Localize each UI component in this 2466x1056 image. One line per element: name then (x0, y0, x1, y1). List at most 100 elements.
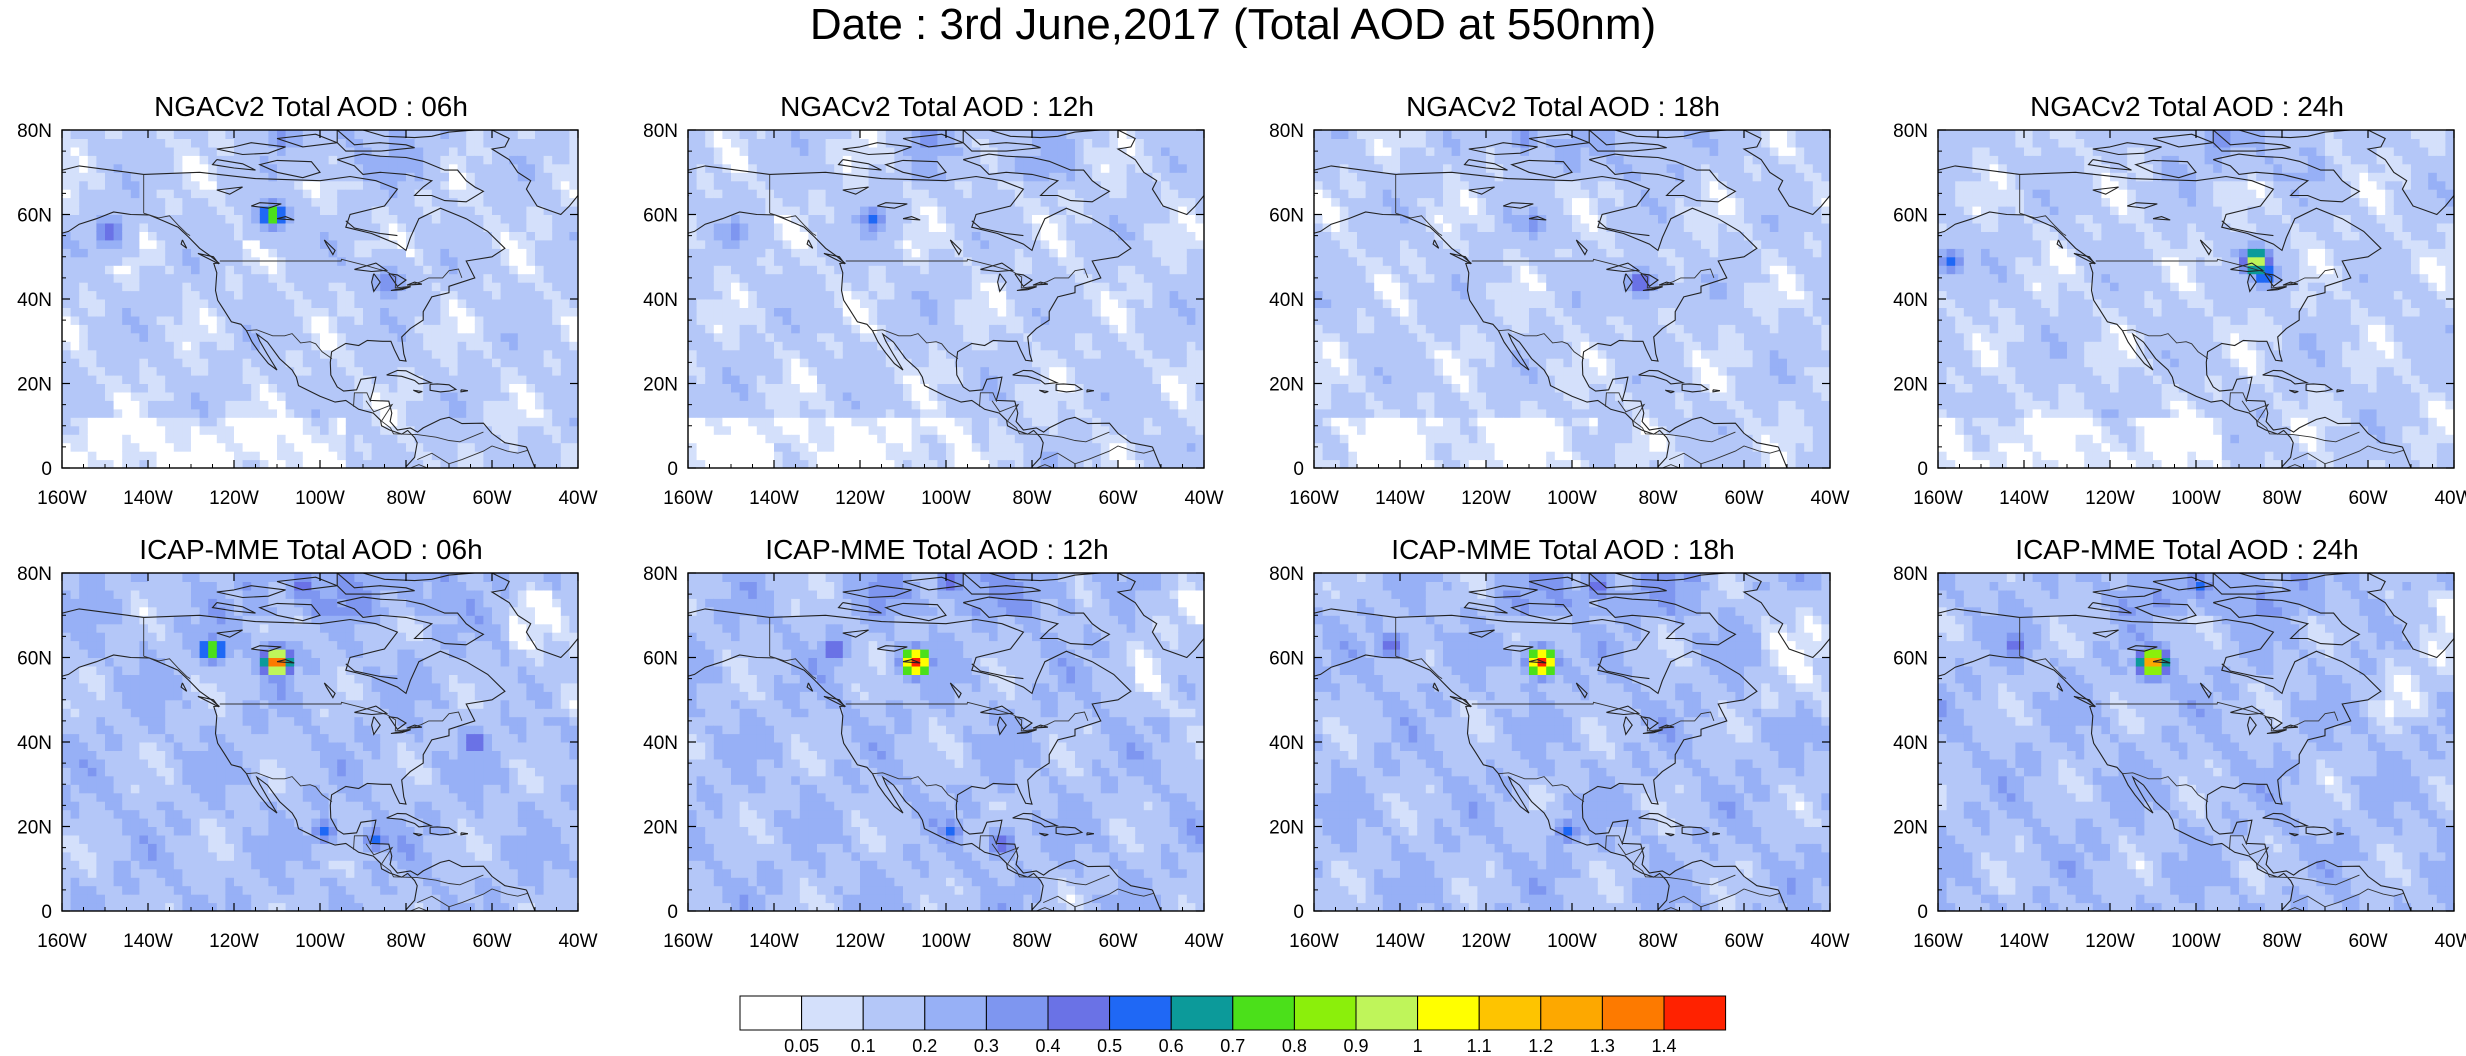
aod-cell (302, 155, 312, 165)
aod-cell (113, 417, 123, 427)
aod-cell (1083, 206, 1093, 215)
aod-cell (765, 307, 775, 317)
aod-cell (911, 459, 921, 468)
aod-cell (216, 163, 226, 173)
aod-cell (911, 146, 921, 156)
aod-cell (774, 400, 784, 410)
aod-cell (799, 130, 809, 139)
aod-cell (731, 180, 741, 190)
aod-cell (885, 180, 895, 190)
aod-cell (113, 315, 123, 325)
aod-cell (774, 206, 784, 215)
map-panel: NGACv2 Total AOD : 06h 160W 140W 120W 100W 80… (0, 90, 622, 520)
aod-cell (216, 341, 226, 351)
aod-cell (1049, 163, 1059, 173)
aod-cell (1152, 273, 1162, 283)
aod-cell (457, 349, 467, 359)
aod-cell (234, 307, 244, 317)
aod-cell (225, 138, 235, 148)
aod-cell (517, 214, 527, 224)
aod-cell (722, 341, 732, 351)
aod-cell (406, 155, 416, 165)
aod-cell (199, 256, 209, 266)
aod-cell (1143, 239, 1153, 249)
aod-cell (320, 366, 330, 376)
aod-cell (997, 315, 1007, 325)
aod-cell (431, 172, 441, 182)
aod-cell (963, 214, 973, 224)
coastline (216, 142, 286, 156)
aod-cell (552, 163, 562, 173)
aod-cell (1066, 248, 1076, 258)
aod-cell (1126, 130, 1136, 139)
aod-cell (96, 341, 106, 351)
aod-cell (954, 400, 964, 410)
aod-cell (440, 214, 450, 224)
aod-cell (182, 239, 192, 249)
aod-cell (894, 383, 904, 393)
aod-cell (371, 425, 381, 435)
aod-cell (483, 172, 493, 182)
aod-cell (122, 349, 132, 359)
aod-cell (946, 408, 956, 418)
aod-cell (799, 155, 809, 165)
aod-cell (130, 231, 140, 241)
aod-cell (173, 130, 183, 139)
aod-cell (311, 391, 321, 401)
aod-cell (492, 315, 502, 325)
aod-cell (492, 239, 502, 249)
aod-cell (1057, 256, 1067, 266)
aod-cell (765, 434, 775, 444)
aod-cell (1032, 307, 1042, 317)
aod-cell (842, 375, 852, 384)
aod-cell (388, 307, 398, 317)
aod-cell (173, 282, 183, 292)
aod-cell (302, 332, 312, 342)
aod-cell (251, 341, 261, 351)
aod-cell (363, 130, 373, 139)
aod-cell (696, 214, 706, 224)
aod-cell (337, 332, 347, 342)
aod-cell (834, 273, 844, 283)
aod-cell (492, 223, 502, 232)
aod-cell (371, 265, 381, 275)
aod-cell (1032, 391, 1042, 401)
aod-cell (148, 425, 158, 435)
aod-cell (517, 290, 527, 300)
aod-cell (139, 442, 149, 452)
aod-cell (560, 324, 570, 334)
aod-cell (191, 265, 201, 275)
aod-cell (130, 180, 140, 190)
aod-cell (388, 400, 398, 410)
aod-cell (431, 341, 441, 351)
aod-cell (989, 400, 999, 410)
aod-cell (868, 189, 878, 199)
aod-cell (980, 391, 990, 401)
aod-cell (259, 155, 269, 165)
aod-cell (894, 138, 904, 148)
aod-cell (765, 391, 775, 401)
aod-cell (345, 138, 355, 148)
aod-cell (911, 206, 921, 215)
aod-cell (62, 417, 72, 427)
aod-cell (406, 138, 416, 148)
aod-cell (851, 459, 861, 468)
aod-cell (963, 239, 973, 249)
aod-cell (500, 459, 510, 468)
aod-cell (474, 146, 484, 156)
aod-cell (156, 172, 166, 182)
aod-cell (139, 290, 149, 300)
aod-cell (748, 400, 758, 410)
aod-cell (1075, 299, 1085, 308)
aod-cell (817, 434, 827, 444)
aod-cell (216, 391, 226, 401)
aod-cell (1040, 206, 1050, 215)
aod-cell (294, 307, 304, 317)
aod-cell (894, 248, 904, 258)
aod-cell (509, 324, 519, 334)
aod-cell (62, 383, 72, 393)
aod-cell (113, 231, 123, 241)
aod-cell (285, 341, 295, 351)
aod-cell (156, 408, 166, 418)
aod-cell (380, 290, 390, 300)
